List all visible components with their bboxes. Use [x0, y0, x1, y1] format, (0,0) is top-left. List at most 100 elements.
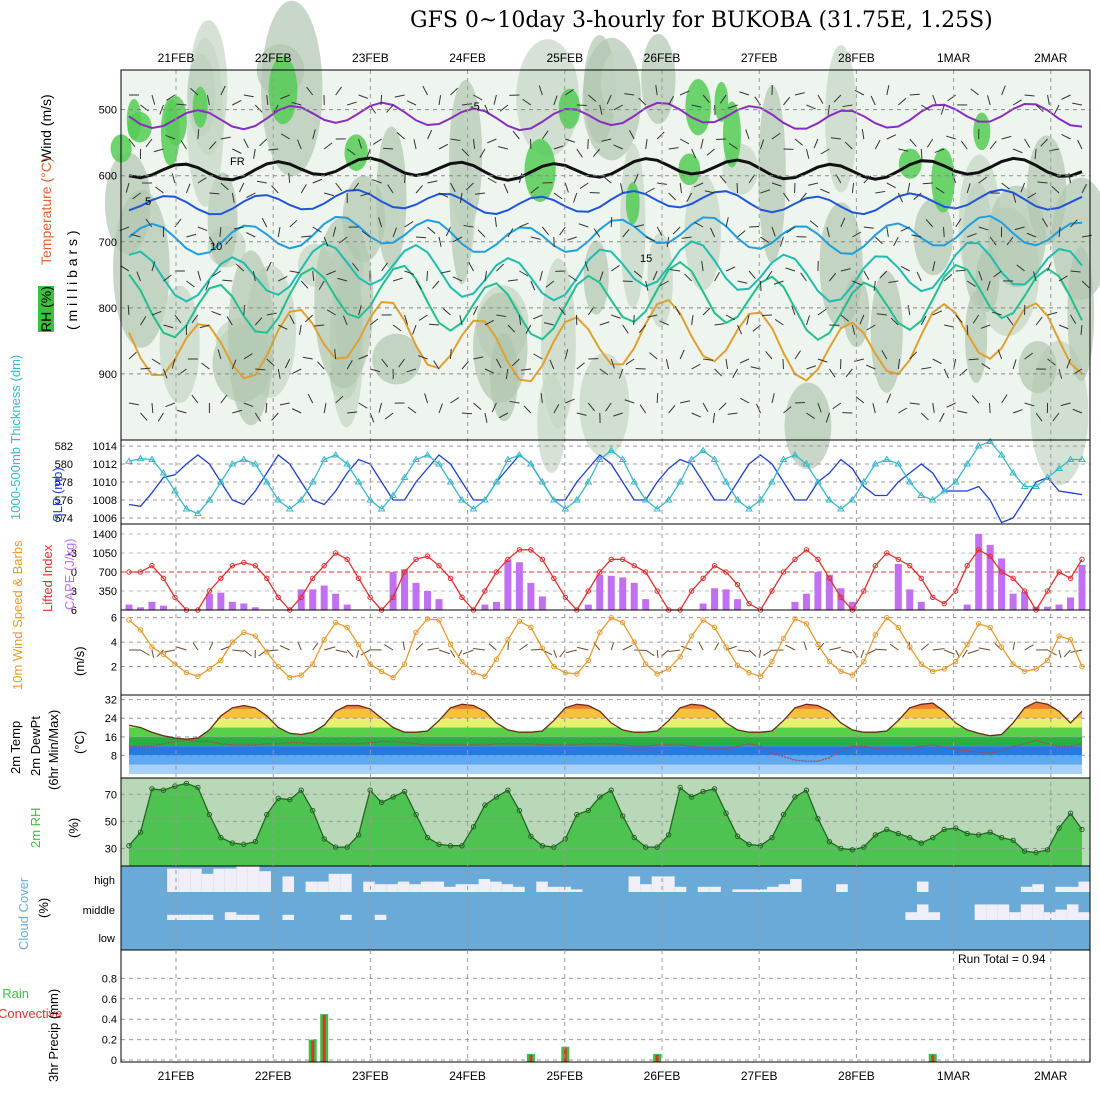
rh2m-point — [998, 834, 1005, 841]
lifted-point — [861, 588, 867, 594]
upper-wind-barb — [1061, 94, 1071, 100]
upper-wind-barb — [568, 274, 578, 282]
upper-wind-barb — [1061, 134, 1071, 140]
upper-wind-barb — [176, 103, 187, 106]
thickness-point — [848, 496, 857, 503]
lifted-point — [344, 556, 350, 563]
rh2m-point — [528, 833, 534, 839]
wind10-barb — [384, 644, 394, 651]
rh2m-point — [355, 832, 362, 838]
upper-wind-barb — [288, 173, 291, 184]
wind10-point — [918, 661, 924, 667]
upper-wind-barb — [174, 314, 182, 324]
upper-wind-label: Wind (m/s) — [38, 94, 54, 162]
cloud-bar-high — [674, 886, 687, 892]
upper-wind-barb — [1052, 412, 1060, 422]
upper-wind-barb — [378, 402, 383, 413]
upper-wind-barb — [511, 358, 520, 367]
upper-wind-barb — [978, 176, 988, 184]
thickness-point — [917, 491, 926, 498]
upper-wind-barb — [525, 324, 532, 334]
upper-wind-barb — [986, 280, 991, 291]
upper-wind-barb — [205, 280, 210, 291]
rh2m-point — [539, 843, 546, 849]
upper-wind-barb — [947, 94, 956, 102]
thickness-point — [859, 478, 868, 485]
upper-wind-barb — [844, 141, 853, 150]
upper-wind-barb — [246, 232, 256, 238]
wind10-label: 10m Wind Speed & Barbs — [10, 540, 25, 690]
date-label-top: 1MAR — [937, 51, 971, 65]
wind10-barb — [932, 648, 945, 651]
upper-wind-barb — [592, 148, 601, 157]
cape-bar — [906, 589, 914, 610]
wind10-point — [275, 663, 281, 670]
thickness-point — [572, 496, 581, 503]
upper-wind-barb — [246, 192, 256, 198]
upper-wind-barb — [680, 400, 690, 404]
upper-wind-barb — [323, 142, 333, 150]
upper-wind-barb — [920, 104, 930, 111]
upper-wind-barb — [957, 410, 968, 414]
upper-wind-barb — [266, 312, 277, 316]
wind10-barb — [737, 649, 750, 653]
wind10-barb — [874, 648, 887, 651]
cloud-bar-middle — [340, 914, 352, 920]
upper-wind-barb — [639, 404, 647, 414]
upper-wind-barb — [292, 408, 302, 414]
upper-wind-barb — [955, 314, 963, 323]
upper-wind-barb — [1060, 402, 1071, 407]
wind10-point — [1010, 661, 1016, 667]
thickness-point — [274, 496, 283, 503]
cape-bar — [401, 569, 409, 610]
rh2m-point — [838, 845, 844, 852]
thickness-point — [997, 451, 1006, 458]
rh2m-point — [769, 834, 775, 841]
upper-wind-barb — [842, 104, 853, 108]
wind10-point — [378, 668, 385, 675]
lifted-point — [838, 594, 844, 601]
upper-wind-barb — [997, 349, 1003, 360]
upper-wind-barb — [897, 192, 903, 203]
upper-wind-barb — [209, 192, 220, 195]
wind10-point — [757, 673, 764, 680]
lifted-point — [310, 575, 316, 582]
wind10-point — [711, 624, 718, 631]
thickness-point — [768, 478, 776, 485]
upper-wind-barb — [737, 230, 746, 238]
upper-wind-barb — [886, 393, 892, 404]
lifted-point — [803, 547, 810, 553]
upper-wind-barb — [783, 406, 792, 414]
cloud-bar-high — [178, 868, 191, 892]
cloud-bar-high — [651, 876, 664, 892]
upper-wind-barb — [539, 270, 543, 281]
rh2m-point — [562, 836, 569, 842]
rh2m-point — [241, 841, 247, 848]
cloud-bar-middle — [282, 914, 295, 920]
thickness-point — [951, 478, 960, 485]
wind10-barb — [156, 649, 164, 658]
lifted-point — [975, 547, 982, 553]
upper-wind-barb — [226, 316, 233, 326]
upper-wind-barb — [271, 185, 279, 194]
thickness-point — [630, 478, 639, 485]
upper-wind-barb — [1024, 138, 1031, 148]
upper-wind-barb — [691, 104, 702, 108]
wind10-barb — [559, 649, 566, 658]
wind10-point — [872, 632, 879, 638]
upper-wind-barb — [813, 138, 819, 149]
rh2m-point — [826, 838, 833, 845]
lifted-point — [459, 594, 465, 601]
wind10-point — [826, 658, 833, 665]
wind10-point — [424, 616, 431, 622]
wind10-point — [1033, 666, 1039, 672]
upper-wind-barb — [684, 273, 692, 282]
thickness-point — [205, 496, 214, 503]
thickness-point — [285, 505, 294, 512]
upper-wind-barb — [852, 280, 862, 286]
cape-bar — [699, 603, 707, 610]
upper-wind-barb — [394, 94, 405, 98]
upper-wind-barb — [1066, 358, 1071, 369]
thickness-point — [664, 496, 673, 503]
thickness-point — [526, 460, 535, 467]
